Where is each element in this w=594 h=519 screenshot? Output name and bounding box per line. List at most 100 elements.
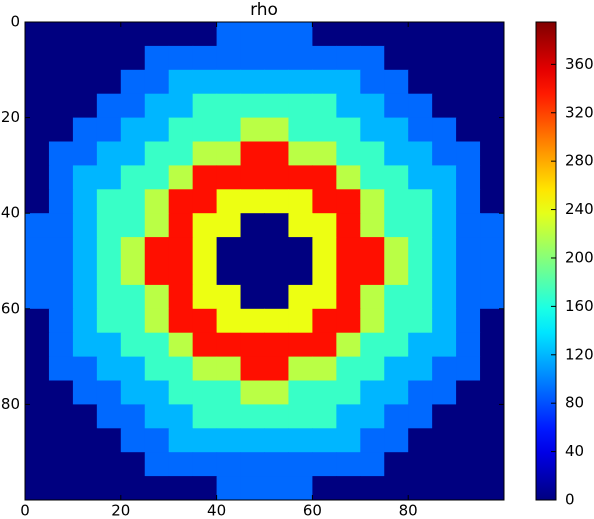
- cell: [144, 308, 170, 334]
- cell: [192, 45, 218, 71]
- cell: [288, 237, 313, 262]
- cell: [72, 428, 98, 453]
- cell: [216, 284, 242, 310]
- cell: [48, 117, 74, 142]
- cell: [264, 428, 289, 453]
- cell: [288, 165, 313, 190]
- cell: [120, 165, 146, 190]
- cell: [25, 404, 50, 429]
- cell: [120, 452, 146, 477]
- cell: [120, 45, 146, 71]
- cell: [96, 189, 122, 214]
- cell: [96, 165, 122, 190]
- cell: [456, 404, 481, 429]
- cell: [480, 189, 505, 214]
- cell: [72, 213, 98, 238]
- cell: [480, 141, 505, 166]
- cell: [264, 452, 289, 477]
- cell: [25, 308, 50, 334]
- cell: [432, 213, 457, 238]
- cell: [456, 284, 481, 310]
- cell: [96, 117, 122, 142]
- colorbar: [535, 21, 557, 501]
- cell: [456, 237, 481, 262]
- cell: [384, 213, 409, 238]
- cell: [360, 284, 385, 310]
- cell: [120, 308, 146, 334]
- cell: [25, 45, 50, 71]
- cell: [480, 213, 505, 238]
- cell: [216, 308, 242, 334]
- y-tick-label: 0: [10, 13, 20, 31]
- cell: [240, 141, 265, 166]
- cell: [72, 22, 98, 47]
- cell: [120, 213, 146, 238]
- cell: [312, 165, 337, 190]
- cell: [168, 356, 194, 381]
- cell: [288, 332, 313, 358]
- cell: [480, 308, 505, 334]
- cell: [216, 165, 242, 190]
- cell: [48, 69, 74, 95]
- cell: [432, 404, 457, 429]
- cell: [144, 69, 170, 95]
- cell: [144, 165, 170, 190]
- cell: [240, 45, 265, 71]
- cell: [360, 476, 385, 501]
- cell: [120, 141, 146, 166]
- cell: [144, 284, 170, 310]
- cell: [336, 45, 361, 71]
- cell: [264, 45, 289, 71]
- cell: [192, 428, 218, 453]
- cell: [456, 380, 481, 405]
- cell: [456, 428, 481, 453]
- cell: [144, 356, 170, 381]
- cell: [456, 332, 481, 358]
- cell: [120, 332, 146, 358]
- cell: [408, 189, 433, 214]
- cell: [288, 428, 313, 453]
- cell: [168, 189, 194, 214]
- cell: [48, 476, 74, 501]
- cell: [48, 165, 74, 190]
- cell: [48, 356, 74, 381]
- cell: [336, 189, 361, 214]
- cell: [312, 284, 337, 310]
- cell: [120, 356, 146, 381]
- cell: [216, 45, 242, 71]
- cell: [25, 261, 50, 286]
- cell: [408, 93, 433, 119]
- cell: [384, 332, 409, 358]
- cell: [168, 284, 194, 310]
- cell: [480, 356, 505, 381]
- cell: [360, 428, 385, 453]
- cell: [25, 452, 50, 477]
- cell: [72, 165, 98, 190]
- cell: [480, 93, 505, 119]
- cell: [144, 117, 170, 142]
- cell: [408, 404, 433, 429]
- cell: [456, 165, 481, 190]
- cell: [264, 69, 289, 95]
- cell: [360, 213, 385, 238]
- cell: [480, 380, 505, 405]
- cell: [25, 237, 50, 262]
- cell: [96, 237, 122, 262]
- cell: [432, 261, 457, 286]
- cell: [72, 284, 98, 310]
- cell: [432, 93, 457, 119]
- cell: [264, 476, 289, 501]
- cell: [360, 22, 385, 47]
- cell: [480, 45, 505, 71]
- cell: [288, 141, 313, 166]
- cell: [72, 380, 98, 405]
- cell: [312, 22, 337, 47]
- cell: [312, 332, 337, 358]
- cell: [408, 141, 433, 166]
- x-tick-label: 60: [303, 502, 322, 519]
- cell: [48, 22, 74, 47]
- cell: [288, 117, 313, 142]
- cell: [264, 117, 289, 142]
- cell: [336, 93, 361, 119]
- cell: [240, 165, 265, 190]
